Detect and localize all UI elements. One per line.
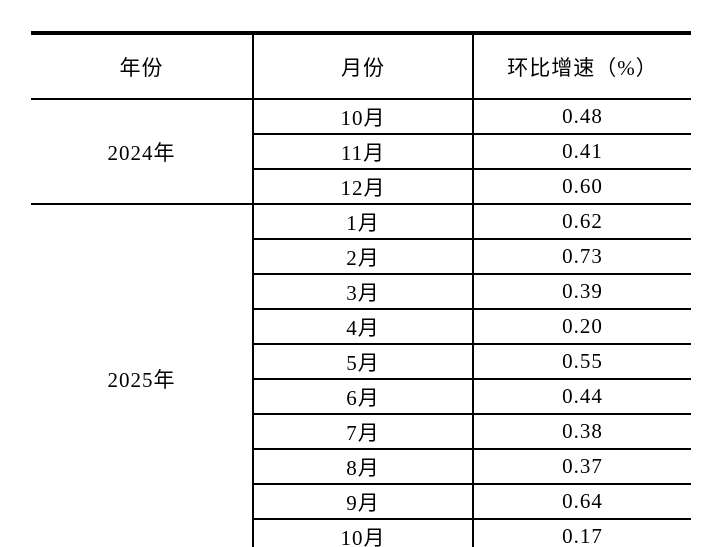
table-row: 4月 0.20	[31, 308, 691, 344]
value-cell: 0.20	[473, 308, 691, 344]
value-cell: 0.73	[473, 238, 691, 274]
value-cell: 0.41	[473, 133, 691, 169]
value-cell: 0.44	[473, 378, 691, 414]
value-cell: 0.17	[473, 518, 691, 547]
year-cell: 2024年	[31, 98, 253, 204]
table-header-row: 年份 月份 环比增速（%）	[31, 33, 691, 100]
value-cell: 0.48	[473, 98, 691, 134]
month-cell: 4月	[252, 308, 474, 344]
value-cell: 0.55	[473, 343, 691, 379]
table-row: 2024年 10月 0.48	[31, 98, 691, 204]
table-row: 2月 0.73	[31, 238, 691, 274]
value-cell: 0.39	[473, 273, 691, 309]
month-cell: 10月	[252, 518, 474, 547]
growth-rate-table: 年份 月份 环比增速（%） 2024年 10月 0.48 11月 0.41 12…	[31, 31, 691, 547]
table-row: 2025年 1月 0.62	[31, 203, 691, 547]
table-row: 5月 0.55	[31, 343, 691, 379]
value-cell: 0.64	[473, 483, 691, 519]
header-cell-year: 年份	[31, 33, 253, 100]
table-row: 10月 0.17	[31, 518, 691, 547]
month-cell: 6月	[252, 378, 474, 414]
month-cell: 7月	[252, 413, 474, 449]
month-cell: 5月	[252, 343, 474, 379]
month-cell: 1月	[252, 203, 474, 239]
table-row: 6月 0.44	[31, 378, 691, 414]
month-cell: 3月	[252, 273, 474, 309]
month-cell: 9月	[252, 483, 474, 519]
value-cell: 0.37	[473, 448, 691, 484]
table-row: 8月 0.37	[31, 448, 691, 484]
month-cell: 12月	[252, 168, 474, 204]
header-cell-month: 月份	[252, 33, 474, 100]
month-cell: 10月	[252, 98, 474, 134]
value-cell: 0.62	[473, 203, 691, 239]
table-row: 11月 0.41	[31, 133, 691, 169]
table-row: 7月 0.38	[31, 413, 691, 449]
month-cell: 11月	[252, 133, 474, 169]
value-cell: 0.60	[473, 168, 691, 204]
table-row: 9月 0.64	[31, 483, 691, 519]
table-row: 3月 0.39	[31, 273, 691, 309]
table-row: 12月 0.60	[31, 168, 691, 204]
header-cell-growth: 环比增速（%）	[473, 33, 691, 100]
year-cell: 2025年	[31, 203, 253, 547]
value-cell: 0.38	[473, 413, 691, 449]
month-cell: 2月	[252, 238, 474, 274]
month-cell: 8月	[252, 448, 474, 484]
